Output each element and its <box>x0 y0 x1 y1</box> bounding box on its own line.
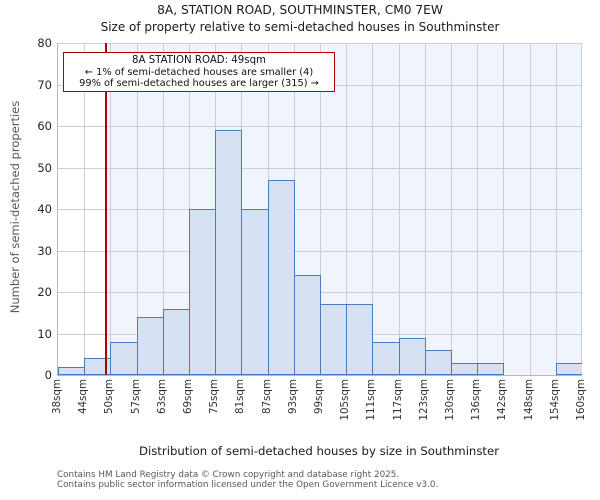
vertical-gridline <box>556 43 557 375</box>
y-tick-label: 50 <box>37 160 52 175</box>
histogram-bar <box>110 342 138 375</box>
vertical-gridline <box>581 43 582 375</box>
x-axis-label: Distribution of semi-detached houses by … <box>138 444 500 458</box>
x-tick-label: 93sqm <box>286 379 299 415</box>
vertical-gridline <box>346 43 347 375</box>
histogram-bar <box>241 209 269 375</box>
vertical-gridline <box>425 43 426 375</box>
histogram-bar <box>556 363 582 375</box>
attribution-footer: Contains HM Land Registry data © Crown c… <box>57 470 438 490</box>
y-tick-label: 20 <box>37 285 52 299</box>
x-tick-label: 123sqm <box>417 379 430 421</box>
y-tick-label: 30 <box>37 243 52 258</box>
histogram-bar <box>425 350 452 375</box>
x-tick-label: 44sqm <box>77 379 90 415</box>
x-tick-label: 57sqm <box>129 379 142 415</box>
x-tick-label: 130sqm <box>444 379 456 421</box>
x-tick-label: 136sqm <box>470 379 483 421</box>
x-tick-label: 75sqm <box>208 379 221 415</box>
x-tick-label: 111sqm <box>365 379 378 421</box>
annotation-line-3: 99% of semi-detached houses are larger (… <box>79 77 319 89</box>
vertical-gridline <box>451 43 452 375</box>
y-tick-label: 80 <box>37 36 52 50</box>
y-tick-label: 60 <box>37 119 52 133</box>
x-tick-label: 38sqm <box>51 379 63 415</box>
vertical-gridline <box>110 43 111 375</box>
x-tick-label: 99sqm <box>313 379 325 415</box>
y-tick-label: 0 <box>44 368 52 382</box>
annotation-line-1: 8A STATION ROAD: 49sqm <box>132 55 266 66</box>
histogram-bar <box>477 363 504 375</box>
vertical-gridline <box>503 43 504 375</box>
plot-area <box>57 43 582 376</box>
vertical-gridline <box>137 43 138 375</box>
histogram-bar <box>215 130 242 375</box>
y-tick-label: 10 <box>37 326 52 341</box>
x-tick-label: 63sqm <box>155 379 168 415</box>
chart-subtitle: Size of property relative to semi-detach… <box>100 20 500 34</box>
histogram-bar <box>294 275 321 375</box>
vertical-gridline <box>477 43 478 375</box>
y-tick-label: 40 <box>37 202 52 216</box>
x-tick-label: 81sqm <box>234 379 247 415</box>
x-tick-label: 105sqm <box>339 379 352 421</box>
property-size-marker-line <box>105 43 108 375</box>
attribution-line-2: Contains public sector information licen… <box>57 480 439 490</box>
vertical-gridline <box>163 43 164 375</box>
marker-annotation: 8A STATION ROAD: 49sqm ← 1% of semi-deta… <box>63 52 335 92</box>
histogram-bar <box>399 338 426 375</box>
x-tick-label: 154sqm <box>548 379 561 421</box>
vertical-gridline <box>372 43 373 375</box>
annotation-line-2: ← 1% of semi-detached houses are smaller… <box>84 66 314 78</box>
x-tick-label: 50sqm <box>103 379 116 415</box>
vertical-gridline <box>84 43 85 375</box>
histogram-bar <box>320 304 347 375</box>
histogram-bar <box>372 342 400 375</box>
vertical-gridline <box>530 43 531 375</box>
histogram-bar <box>189 209 216 375</box>
histogram-bar <box>163 309 190 375</box>
attribution-line-1: Contains HM Land Registry data © Crown c… <box>57 470 400 480</box>
chart-title: 8A, STATION ROAD, SOUTHMINSTER, CM0 7EW <box>157 3 443 17</box>
histogram-bar <box>451 363 478 375</box>
histogram-bar <box>58 367 85 375</box>
x-tick-label: 160sqm <box>575 379 587 421</box>
x-tick-label: 69sqm <box>182 379 194 415</box>
vertical-gridline <box>320 43 321 375</box>
x-tick-label: 87sqm <box>260 379 273 415</box>
vertical-gridline <box>399 43 400 375</box>
x-tick-label: 117sqm <box>391 379 404 421</box>
histogram-bar <box>346 304 373 375</box>
x-tick-label: 142sqm <box>496 379 509 421</box>
y-tick-label: 70 <box>37 77 52 92</box>
histogram-bar <box>268 180 295 375</box>
histogram-bar <box>137 317 164 375</box>
x-tick-label: 148sqm <box>522 379 535 421</box>
